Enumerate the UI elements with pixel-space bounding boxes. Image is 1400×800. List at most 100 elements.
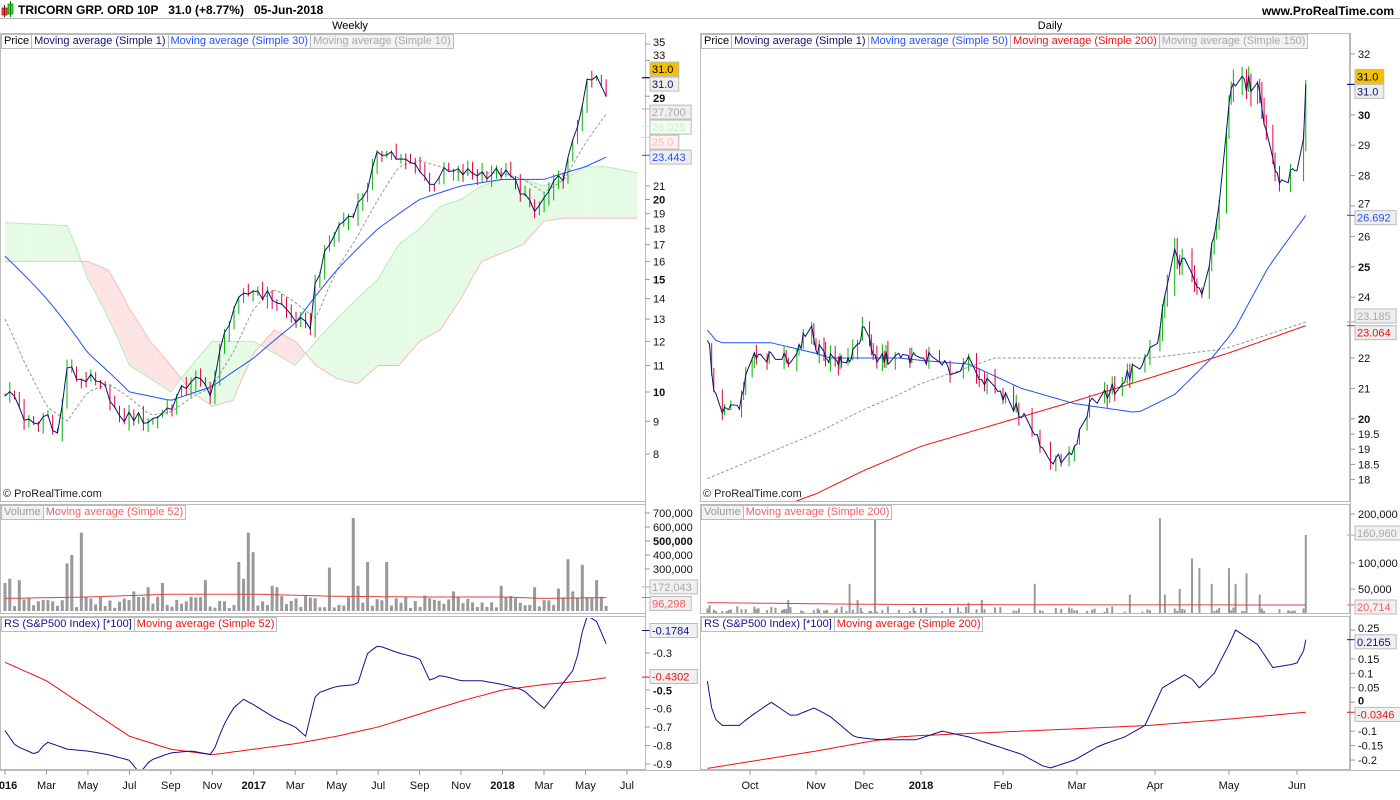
cloud-segment xyxy=(15,223,21,262)
volume-bar xyxy=(51,601,55,611)
cloud-segment xyxy=(67,225,73,262)
date-label: Jul xyxy=(620,780,634,792)
legend-rs-ma[interactable]: Moving average (Simple 200) xyxy=(836,618,981,630)
volume-bar xyxy=(744,609,747,613)
weekly-price-legend[interactable]: Price Moving average (Simple 1) Moving a… xyxy=(1,34,454,49)
value-label-box xyxy=(1354,634,1397,650)
cloud-segment xyxy=(160,353,166,389)
volume-bar xyxy=(1091,609,1094,613)
volume-bar xyxy=(356,585,360,611)
legend-price[interactable]: Price xyxy=(2,35,33,48)
legend-rs[interactable]: RS (S&P500 Index) [*100] xyxy=(2,618,135,631)
rs-line xyxy=(4,618,607,769)
legend-volume[interactable]: Volume xyxy=(2,506,44,519)
volume-bar xyxy=(824,610,827,613)
tick-label: 500,000 xyxy=(653,536,693,548)
cloud-segment xyxy=(507,179,513,251)
legend-ma1[interactable]: Moving average (Simple 1) xyxy=(32,35,169,48)
cloud-segment xyxy=(569,172,576,219)
volume-bar xyxy=(242,578,246,611)
volume-bar xyxy=(366,562,370,611)
daily-rs-legend[interactable]: RS (S&P500 Index) [*100] Moving average … xyxy=(701,617,984,632)
legend-ma30[interactable]: Moving average (Simple 30) xyxy=(169,35,312,48)
tick-label: 22 xyxy=(1358,353,1370,365)
tick-label: -0.15 xyxy=(1358,741,1383,753)
legend-ma150[interactable]: Moving average (Simple 150) xyxy=(1159,35,1308,48)
daily-volume-legend[interactable]: Volume Moving average (Simple 200) xyxy=(701,505,893,520)
volume-bar xyxy=(60,600,64,611)
legend-ma10[interactable]: Moving average (Simple 10) xyxy=(311,35,453,48)
volume-bar xyxy=(823,610,825,613)
tick-label: 24 xyxy=(1358,292,1370,304)
value-label: 31.0 xyxy=(652,79,673,91)
volume-bar xyxy=(848,583,851,613)
legend-ma50[interactable]: Moving average (Simple 50) xyxy=(869,35,1012,48)
cloud-segment xyxy=(450,201,456,314)
cloud-segment xyxy=(424,217,430,339)
volume-bar xyxy=(875,611,878,613)
legend-price[interactable]: Price xyxy=(702,35,733,48)
volume-bar xyxy=(1060,608,1063,613)
cloud-segment xyxy=(367,284,373,375)
volume-bar xyxy=(729,609,732,613)
cloud-segment xyxy=(486,182,493,260)
value-label-box xyxy=(649,134,680,150)
legend-ma200[interactable]: Moving average (Simple 200) xyxy=(1011,35,1160,48)
volume-plot xyxy=(3,518,608,611)
value-axis: 353331.031.02927.70026.02525.023.4432120… xyxy=(0,33,698,792)
volume-bar xyxy=(753,606,756,613)
cloud-segment xyxy=(616,168,622,219)
tick-label: -0.2 xyxy=(1358,755,1377,767)
tick-label: 50,000 xyxy=(1358,584,1392,596)
tick-label: 11 xyxy=(653,361,664,373)
volume-bar xyxy=(17,580,21,611)
volume-bar xyxy=(1073,610,1076,613)
volume-bar xyxy=(180,603,184,611)
volume-bar xyxy=(835,608,838,613)
legend-rs-ma[interactable]: Moving average (Simple 52) xyxy=(136,618,275,630)
volume-bar xyxy=(1103,611,1106,613)
volume-bar xyxy=(485,607,489,611)
tick-label: 15 xyxy=(653,274,665,286)
cloud-segment xyxy=(269,330,275,354)
daily-price-pane xyxy=(700,33,1350,502)
legend-volume-ma[interactable]: Moving average (Simple 200) xyxy=(745,506,890,518)
value-label: 0.2165 xyxy=(1357,637,1391,649)
legend-volume-ma[interactable]: Moving average (Simple 52) xyxy=(45,506,184,518)
weekly-rs-legend[interactable]: RS (S&P500 Index) [*100] Moving average … xyxy=(1,617,278,632)
weekly-volume-legend[interactable]: Volume Moving average (Simple 52) xyxy=(1,505,187,520)
tick-label: -0.5 xyxy=(653,686,672,698)
date-label: 2017 xyxy=(242,780,266,792)
cloud-segment xyxy=(378,270,384,366)
cloud-segment xyxy=(165,359,171,392)
cloud-segment xyxy=(336,313,342,380)
date-label: Sep xyxy=(161,780,181,792)
cloud-segment xyxy=(440,204,446,331)
volume-bar xyxy=(547,600,551,611)
volume-bar xyxy=(46,600,50,611)
price-plot xyxy=(706,66,1307,501)
site-link[interactable]: www.ProRealTime.com xyxy=(1261,4,1394,18)
volume-bar xyxy=(275,587,279,611)
volume-bar xyxy=(845,610,848,613)
cloud-segment xyxy=(315,335,322,369)
volume-bar xyxy=(556,588,560,611)
cloud-segment xyxy=(10,222,16,262)
volume-bar xyxy=(146,587,150,611)
tick-label: 18 xyxy=(1358,475,1370,487)
date-label: Nov xyxy=(203,780,223,792)
volume-bar xyxy=(361,602,365,611)
date-label: Oct xyxy=(741,780,758,792)
rs-ma-line xyxy=(4,661,607,756)
value-label-box xyxy=(649,76,680,92)
volume-bar xyxy=(41,600,45,611)
daily-price-legend[interactable]: Price Moving average (Simple 1) Moving a… xyxy=(701,34,1309,49)
volume-bar xyxy=(1076,610,1078,613)
legend-volume[interactable]: Volume xyxy=(702,506,744,519)
cloud-segment xyxy=(207,341,213,407)
legend-rs[interactable]: RS (S&P500 Index) [*100] xyxy=(702,618,835,631)
volume-bar xyxy=(428,598,432,611)
volume-bar xyxy=(561,597,565,611)
legend-ma1[interactable]: Moving average (Simple 1) xyxy=(732,35,869,48)
